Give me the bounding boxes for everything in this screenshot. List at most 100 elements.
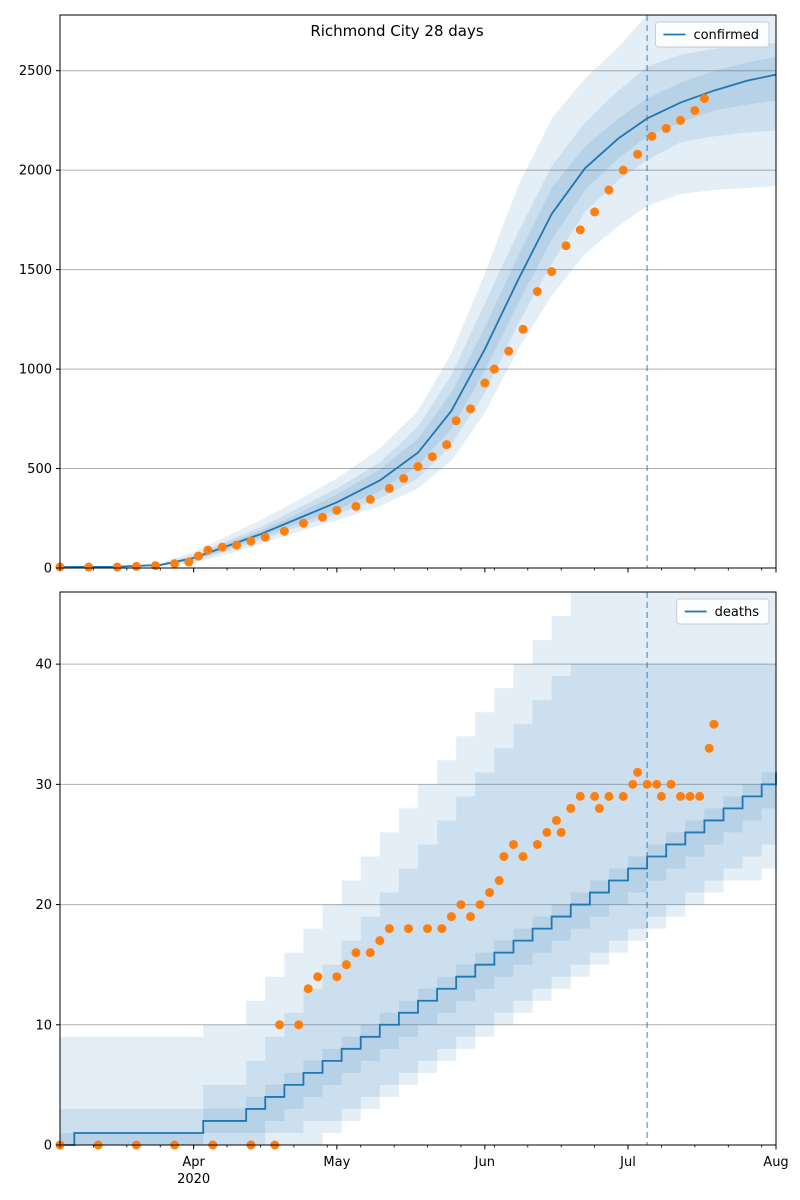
- deaths-observed-point: [485, 888, 495, 898]
- deaths-observed-point: [604, 791, 614, 801]
- confirmed-observed-point: [575, 225, 585, 235]
- x-axis-tick-labels: Apr 2020 May Jun Jul Aug: [177, 1155, 789, 1187]
- confirmed-observed-point: [184, 557, 194, 567]
- deaths-observed-point: [656, 791, 666, 801]
- confirmed-ytick-label: 1500: [19, 263, 52, 278]
- confirmed-ytick-label: 0: [44, 562, 52, 577]
- confirmed-credible-band: [60, 15, 776, 568]
- deaths-bands: [60, 592, 776, 1145]
- deaths-panel: 0 10 20 30 40 deaths: [35, 591, 777, 1154]
- confirmed-observed-points: [55, 94, 709, 572]
- deaths-observed-point: [446, 912, 456, 922]
- deaths-observed-point: [403, 924, 413, 934]
- deaths-observed-point: [590, 791, 600, 801]
- confirmed-axes-frame: [59, 14, 777, 569]
- confirmed-observed-point: [442, 440, 452, 450]
- deaths-observed-point: [365, 948, 375, 958]
- deaths-observed-point: [466, 912, 476, 922]
- confirmed-observed-point: [518, 324, 528, 334]
- deaths-observed-point: [709, 719, 719, 729]
- legend-frame: [676, 598, 770, 625]
- confirmed-model-path: [59, 73, 777, 568]
- confirmed-observed-point: [489, 364, 499, 374]
- confirmed-observed-point: [633, 149, 643, 159]
- deaths-observed-point: [384, 924, 394, 934]
- deaths-observed-point: [642, 779, 652, 789]
- deaths-ytick-label: 40: [35, 658, 52, 673]
- confirmed-observed-point: [399, 473, 409, 483]
- confirmed-observed-point: [260, 532, 270, 542]
- xtick-year-label: 2020: [177, 1172, 210, 1187]
- confirmed-observed-point: [547, 267, 557, 277]
- confirmed-observed-point: [84, 562, 94, 572]
- confirmed-credible-band: [60, 42, 776, 568]
- deaths-observed-point: [551, 815, 561, 825]
- xtick-label: May: [323, 1155, 350, 1170]
- confirmed-observed-point: [203, 545, 213, 555]
- confirmed-observed-point: [618, 165, 628, 175]
- confirmed-observed-point: [279, 526, 289, 536]
- confirmed-observed-point: [690, 105, 700, 115]
- confirmed-axes: 0 500 1000 1500 2000 2500: [19, 14, 777, 577]
- confirmed-ytick-label: 500: [27, 462, 52, 477]
- confirmed-observed-point: [217, 542, 227, 552]
- deaths-ytick-label: 10: [35, 1018, 52, 1033]
- deaths-observed-point: [423, 924, 433, 934]
- confirmed-observed-point: [504, 346, 514, 356]
- confirmed-legend: confirmed: [654, 21, 770, 48]
- confirmed-observed-point: [604, 185, 614, 195]
- chart-title: Richmond City 28 days: [310, 22, 484, 40]
- confirmed-panel: 0 500 1000 1500 2000 2500 confirmed: [19, 14, 777, 577]
- xtick-label: Jul: [619, 1155, 636, 1170]
- deaths-observed-point: [628, 779, 638, 789]
- confirmed-observed-point: [676, 115, 686, 125]
- deaths-observed-point: [499, 851, 509, 861]
- deaths-observed-point: [456, 900, 466, 910]
- confirmed-observed-point: [318, 512, 328, 522]
- confirmed-observed-point: [150, 561, 160, 571]
- deaths-model-line: [60, 772, 777, 1146]
- confirmed-observed-point: [332, 505, 342, 515]
- deaths-observed-point: [566, 803, 576, 813]
- deaths-observed-point: [542, 827, 552, 837]
- confirmed-model-line: [59, 73, 777, 568]
- confirmed-observed-point: [351, 501, 361, 511]
- confirmed-observed-point: [427, 452, 437, 462]
- deaths-observed-point: [375, 936, 385, 946]
- deaths-observed-point: [475, 900, 485, 910]
- deaths-observed-point: [618, 791, 628, 801]
- deaths-axes: 0 10 20 30 40: [35, 591, 777, 1154]
- confirmed-ytick-label: 2000: [19, 164, 52, 179]
- confirmed-observed-point: [661, 123, 671, 133]
- confirmed-observed-point: [480, 378, 490, 388]
- confirmed-observed-point: [384, 483, 394, 493]
- deaths-observed-point: [704, 743, 714, 753]
- legend-deaths-label: deaths: [715, 605, 760, 620]
- xtick-label: Apr: [182, 1155, 205, 1170]
- deaths-observed-point: [437, 924, 447, 934]
- confirmed-observed-point: [246, 536, 256, 546]
- xtick-label: Aug: [763, 1155, 788, 1170]
- deaths-observed-point: [652, 779, 662, 789]
- deaths-observed-point: [575, 791, 585, 801]
- legend-frame: [654, 21, 770, 48]
- confirmed-observed-point: [365, 494, 375, 504]
- deaths-credible-band: [60, 664, 776, 1145]
- deaths-legend: deaths: [676, 598, 770, 625]
- confirmed-observed-point: [413, 462, 423, 472]
- deaths-observed-point: [666, 779, 676, 789]
- deaths-observed-point: [494, 876, 504, 886]
- confirmed-observed-point: [170, 559, 180, 569]
- deaths-ytick-label: 20: [35, 898, 52, 913]
- confirmed-observed-point: [112, 562, 122, 572]
- confirmed-observed-point: [451, 416, 461, 426]
- confirmed-ytick-label: 2500: [19, 64, 52, 79]
- deaths-observed-point: [685, 791, 695, 801]
- deaths-observed-point: [294, 1020, 304, 1030]
- deaths-observed-point: [695, 791, 705, 801]
- deaths-observed-point: [332, 972, 342, 982]
- confirmed-observed-point: [647, 131, 657, 141]
- deaths-observed-point: [532, 839, 542, 849]
- confirmed-observed-point: [590, 207, 600, 217]
